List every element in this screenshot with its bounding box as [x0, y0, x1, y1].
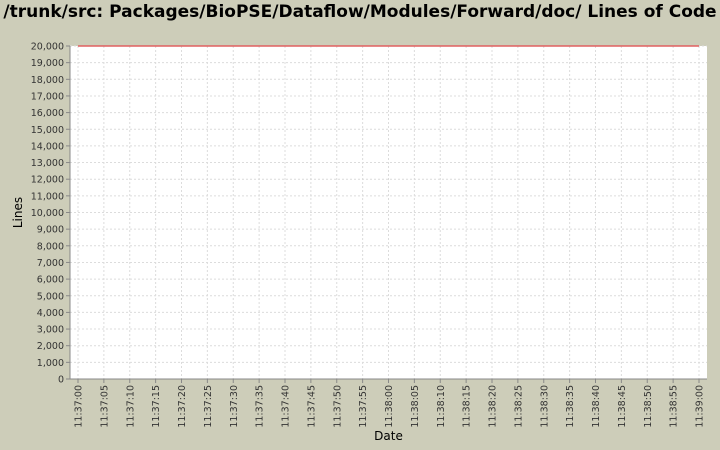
x-tick-label: 11:37:35 [255, 385, 266, 428]
y-tick-label: 20,000 [31, 42, 64, 53]
x-tick-label: 11:38:40 [591, 385, 602, 428]
x-tick-label: 11:38:20 [488, 385, 499, 428]
x-tick-label: 11:38:15 [462, 385, 473, 428]
y-tick-label: 14,000 [31, 141, 64, 152]
y-tick-label: 1,000 [37, 358, 64, 369]
y-tick-label: 10,000 [31, 208, 64, 219]
x-tick-label: 11:37:00 [74, 385, 85, 428]
x-tick-label: 11:37:20 [177, 385, 188, 428]
x-tick-label: 11:37:25 [203, 385, 214, 428]
x-tick-label: 11:38:50 [643, 385, 654, 428]
y-tick-label: 13,000 [31, 158, 64, 169]
y-axis-ticks: 0 1,000 2,000 3,000 4,000 5,000 6,000 7,000 8,00… [31, 42, 70, 386]
x-tick-label: 11:37:55 [358, 385, 369, 428]
y-tick-label: 4,000 [37, 308, 64, 319]
x-tick-label: 11:38:35 [565, 385, 576, 428]
y-tick-label: 19,000 [31, 58, 64, 69]
x-axis-label: Date [374, 429, 403, 443]
x-tick-label: 11:38:00 [384, 385, 395, 428]
x-tick-label: 11:38:30 [539, 385, 550, 428]
y-tick-label: 16,000 [31, 108, 64, 119]
y-tick-label: 18,000 [31, 75, 64, 86]
x-tick-label: 11:38:05 [410, 385, 421, 428]
grid-lines [70, 45, 707, 380]
x-axis-ticks: 11:37:00 11:37:05 11:37:10 11:37:15 11:37:20… [74, 379, 706, 428]
y-tick-label: 6,000 [37, 275, 64, 286]
y-tick-label: 2,000 [37, 341, 64, 352]
y-tick-label: 3,000 [37, 325, 64, 336]
y-tick-label: 11,000 [31, 191, 64, 202]
y-tick-label: 12,000 [31, 175, 64, 186]
x-tick-label: 11:38:25 [513, 385, 524, 428]
x-tick-label: 11:38:10 [436, 385, 447, 428]
x-tick-label: 11:38:55 [669, 385, 680, 428]
x-tick-label: 11:37:15 [151, 385, 162, 428]
x-tick-label: 11:37:40 [281, 385, 292, 428]
y-axis-label: Lines [11, 197, 25, 228]
x-tick-label: 11:37:45 [306, 385, 317, 428]
y-tick-label: 8,000 [37, 241, 64, 252]
x-tick-label: 11:39:00 [695, 385, 706, 428]
y-tick-label: 9,000 [37, 225, 64, 236]
x-tick-label: 11:37:05 [99, 385, 110, 428]
y-tick-label: 5,000 [37, 291, 64, 302]
x-tick-label: 11:37:30 [229, 385, 240, 428]
y-tick-label: 7,000 [37, 258, 64, 269]
x-tick-label: 11:38:45 [617, 385, 628, 428]
y-tick-label: 15,000 [31, 125, 64, 136]
x-tick-label: 11:37:50 [332, 385, 343, 428]
chart-title: /trunk/src: Packages/BioPSE/Dataflow/Mod… [3, 2, 717, 22]
x-tick-label: 11:37:10 [125, 385, 136, 428]
y-tick-label: 0 [58, 375, 64, 386]
y-tick-label: 17,000 [31, 91, 64, 102]
